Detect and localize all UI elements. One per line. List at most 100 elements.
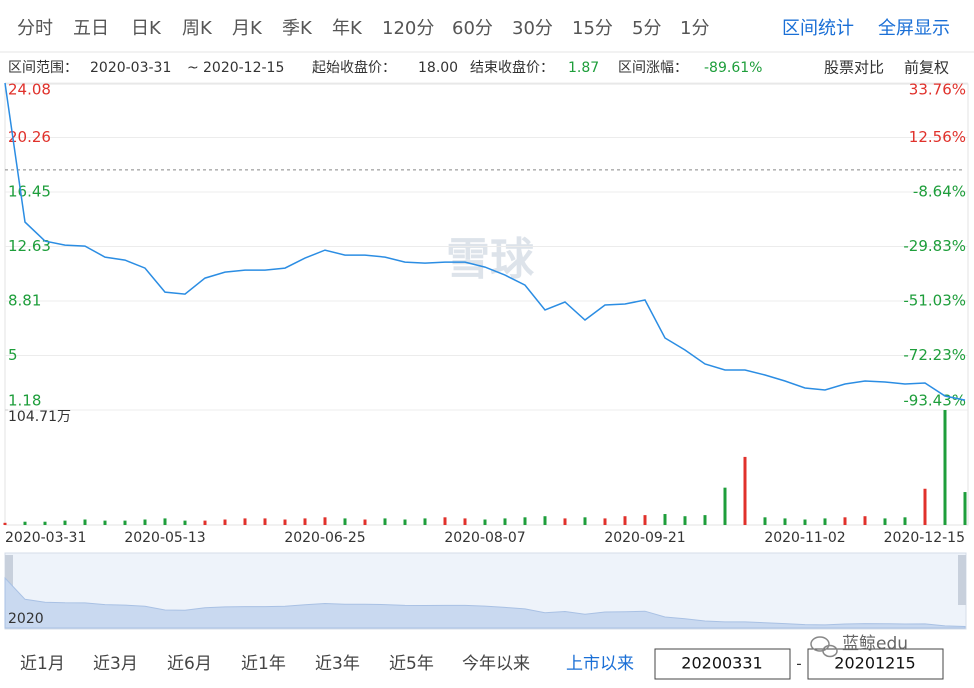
volume-bar xyxy=(183,520,187,525)
y2-tick-label: 33.76% xyxy=(909,81,966,99)
range-button[interactable]: 近1月 xyxy=(20,654,65,674)
volume-bar xyxy=(523,517,527,525)
range-button[interactable]: 今年以来 xyxy=(462,654,530,674)
volume-bar xyxy=(283,519,287,525)
y2-tick-label: -29.83% xyxy=(903,237,966,255)
y-tick-label: 20.26 xyxy=(8,128,51,146)
range-button[interactable]: 近3年 xyxy=(315,654,360,674)
volume-bar xyxy=(83,519,87,525)
volume-bar xyxy=(903,517,907,525)
volume-bar xyxy=(583,517,587,525)
y-tick-label: 5 xyxy=(8,346,18,364)
volume-bar xyxy=(943,410,947,525)
stat-label: 区间涨幅： xyxy=(618,60,688,76)
stat-value: 18.00 xyxy=(418,60,458,76)
tab[interactable]: 30分 xyxy=(512,18,553,39)
volume-bar xyxy=(563,518,567,525)
volume-bar xyxy=(843,517,847,525)
tab[interactable]: 120分 xyxy=(382,18,434,39)
volume-bar xyxy=(363,519,367,525)
navigator-area xyxy=(4,576,966,629)
stat-value: 2020-03-31 xyxy=(90,60,171,76)
stat-label: 区间范围： xyxy=(8,59,78,76)
range-button[interactable]: 上市以来 xyxy=(566,654,634,674)
action-link[interactable]: 全屏显示 xyxy=(878,18,950,39)
volume-bar xyxy=(703,515,707,525)
stat-link[interactable]: 前复权 xyxy=(904,59,949,77)
nav-handle-right[interactable] xyxy=(958,555,966,605)
tab[interactable]: 分时 xyxy=(17,18,53,39)
action-link[interactable]: 区间统计 xyxy=(782,18,854,39)
date-input-to[interactable] xyxy=(807,648,944,680)
volume-bar xyxy=(623,516,627,525)
date-from[interactable]: 20200331 xyxy=(681,654,762,673)
x-tick-label: 2020-09-21 xyxy=(604,530,685,546)
volume-bar xyxy=(63,520,67,525)
volume-bar xyxy=(603,518,607,525)
volume-bar xyxy=(663,514,667,525)
volume-bar xyxy=(223,519,227,525)
date-to[interactable]: 20201215 xyxy=(834,654,915,673)
price-line xyxy=(4,82,966,401)
volume-bar xyxy=(123,520,127,525)
range-button[interactable]: 近5年 xyxy=(389,654,434,674)
y2-tick-label: -51.03% xyxy=(903,291,966,309)
volume-bar xyxy=(803,519,807,525)
volume-bar xyxy=(483,519,487,525)
range-button[interactable]: 近1年 xyxy=(241,654,286,674)
volume-bar xyxy=(143,519,147,525)
tab[interactable]: 5分 xyxy=(632,18,661,39)
date-input-from[interactable] xyxy=(654,648,791,680)
stat-label: 结束收盘价： xyxy=(470,59,554,76)
wechat-icon xyxy=(810,636,838,658)
volume-max-label: 104.71万 xyxy=(8,409,71,425)
y-tick-label: 24.08 xyxy=(8,81,51,99)
y-tick-label: 1.18 xyxy=(8,392,41,410)
volume-bar xyxy=(503,518,507,525)
stat-value: 1.87 xyxy=(568,60,599,76)
volume-bar xyxy=(923,488,927,525)
volume-bar xyxy=(443,517,447,525)
tab[interactable]: 周K xyxy=(182,18,213,39)
volume-bar xyxy=(43,521,47,525)
tab[interactable]: 15分 xyxy=(572,18,613,39)
volume-bar xyxy=(203,520,207,525)
volume-bar xyxy=(823,518,827,525)
range-button[interactable]: 近6月 xyxy=(167,654,212,674)
stat-value: -89.61% xyxy=(704,60,762,76)
tab[interactable]: 1分 xyxy=(680,18,709,39)
x-tick-label: 2020-12-15 xyxy=(884,530,965,546)
x-tick-label: 2020-11-02 xyxy=(764,530,845,546)
volume-bar xyxy=(543,516,547,525)
y-tick-label: 8.81 xyxy=(8,292,41,310)
tab[interactable]: 月K xyxy=(232,18,263,39)
x-tick-label: 2020-08-07 xyxy=(444,530,525,546)
date-sep: - xyxy=(796,655,801,673)
volume-bar xyxy=(783,518,787,525)
y2-tick-label: 12.56% xyxy=(909,128,966,146)
volume-bar xyxy=(643,515,647,525)
range-button[interactable]: 近3月 xyxy=(93,654,138,674)
nav-handle-left[interactable] xyxy=(5,555,13,605)
stat-link[interactable]: 股票对比 xyxy=(824,59,884,77)
volume-bar xyxy=(423,518,427,525)
tab[interactable]: 季K xyxy=(282,18,313,39)
y-tick-label: 12.63 xyxy=(8,237,51,255)
volume-bar xyxy=(683,516,687,525)
navigator-label: 2020 xyxy=(8,611,44,627)
volume-bar xyxy=(323,517,327,525)
tab[interactable]: 60分 xyxy=(452,18,493,39)
volume-bar xyxy=(303,518,307,525)
tab[interactable]: 日K xyxy=(131,18,162,39)
volume-bar xyxy=(383,518,387,525)
watermark: 雪球 xyxy=(446,234,535,285)
tab[interactable]: 年K xyxy=(332,18,363,39)
x-tick-label: 2020-03-31 xyxy=(5,530,86,546)
volume-bar xyxy=(23,521,27,525)
volume-bar xyxy=(403,519,407,525)
y-tick-label: 16.45 xyxy=(8,182,51,200)
volume-bar xyxy=(743,456,747,525)
volume-bar xyxy=(163,518,167,525)
tab[interactable]: 五日 xyxy=(73,18,109,39)
